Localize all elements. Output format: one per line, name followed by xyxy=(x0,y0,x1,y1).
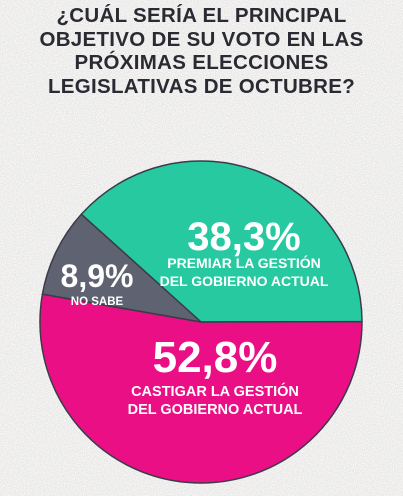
title-line: OBJETIVO DE SU VOTO EN LAS xyxy=(39,27,364,51)
slice-value-label: 52,8% xyxy=(153,333,278,382)
title-line: LEGISLATIVAS DE OCTUBRE? xyxy=(47,74,356,98)
pie-slice xyxy=(39,293,363,484)
slice-category-label: PREMIAR LA GESTIÓN xyxy=(167,254,321,271)
title-line: PRÓXIMAS ELECCIONES xyxy=(74,51,329,74)
slice-category-label: NO SABE xyxy=(71,296,124,308)
chart-title: ¿CUÁL SERÍA EL PRINCIPAL OBJETIVO DE SU … xyxy=(0,4,403,98)
slice-category-label: CASTIGAR LA GESTIÓN xyxy=(131,382,299,400)
title-line: ¿CUÁL SERÍA EL PRINCIPAL xyxy=(56,4,347,27)
slice-value-label: 38,3% xyxy=(187,215,300,259)
pie-slice xyxy=(41,213,202,323)
slice-value-label: 8,9% xyxy=(61,258,134,294)
pie-slice xyxy=(80,160,363,323)
slice-category-label: DEL GOBIERNO ACTUAL xyxy=(160,273,329,289)
slice-category-label: DEL GOBIERNO ACTUAL xyxy=(128,402,303,418)
